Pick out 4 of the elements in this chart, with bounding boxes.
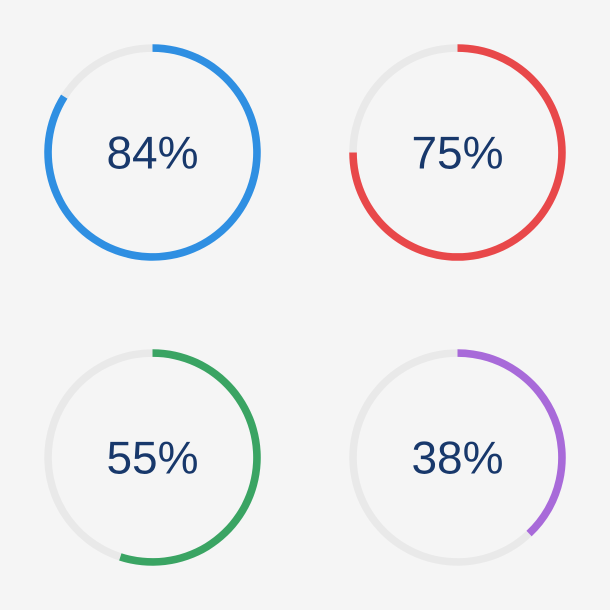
text: 55% — [106, 432, 199, 484]
text: 75% — [411, 126, 504, 178]
text: 38% — [411, 432, 504, 484]
text: 84% — [106, 126, 199, 178]
